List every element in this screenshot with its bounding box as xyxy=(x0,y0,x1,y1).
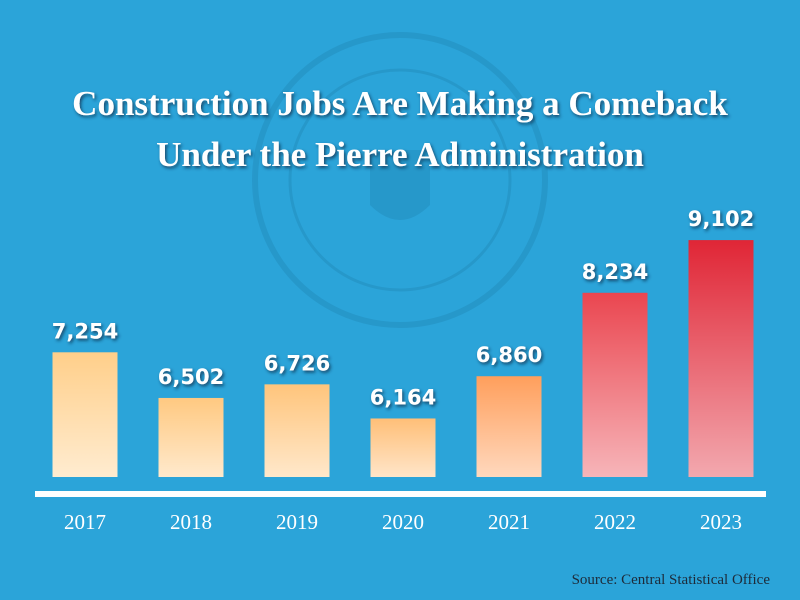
bar-sheen xyxy=(264,384,330,477)
x-tick-label: 2019 xyxy=(276,510,318,534)
source-note: Source: Central Statistical Office xyxy=(572,572,771,588)
value-label: 6,502 xyxy=(158,365,224,389)
bar-sheen xyxy=(688,240,754,477)
x-tick-label: 2021 xyxy=(488,510,530,534)
x-tick-label: 2023 xyxy=(700,510,742,534)
value-label: 6,726 xyxy=(264,351,330,375)
seal-watermark xyxy=(252,32,548,328)
x-tick-label: 2017 xyxy=(64,510,106,534)
chart-title: Construction Jobs Are Making a Comeback xyxy=(72,84,728,123)
chart-title: Under the Pierre Administration xyxy=(156,135,644,174)
value-label: 9,102 xyxy=(688,207,754,231)
value-label: 7,254 xyxy=(52,319,118,343)
bar-sheen xyxy=(52,352,118,477)
x-tick-label: 2020 xyxy=(382,510,424,534)
x-tick-label: 2018 xyxy=(170,510,212,534)
value-label: 6,164 xyxy=(370,385,436,409)
value-label: 6,860 xyxy=(476,343,542,367)
bar-sheen xyxy=(158,397,224,477)
x-tick-label: 2022 xyxy=(594,510,636,534)
bar-sheen xyxy=(582,292,648,477)
bar-sheen xyxy=(370,418,436,477)
value-label: 8,234 xyxy=(582,260,648,284)
bar-sheen xyxy=(476,376,542,477)
